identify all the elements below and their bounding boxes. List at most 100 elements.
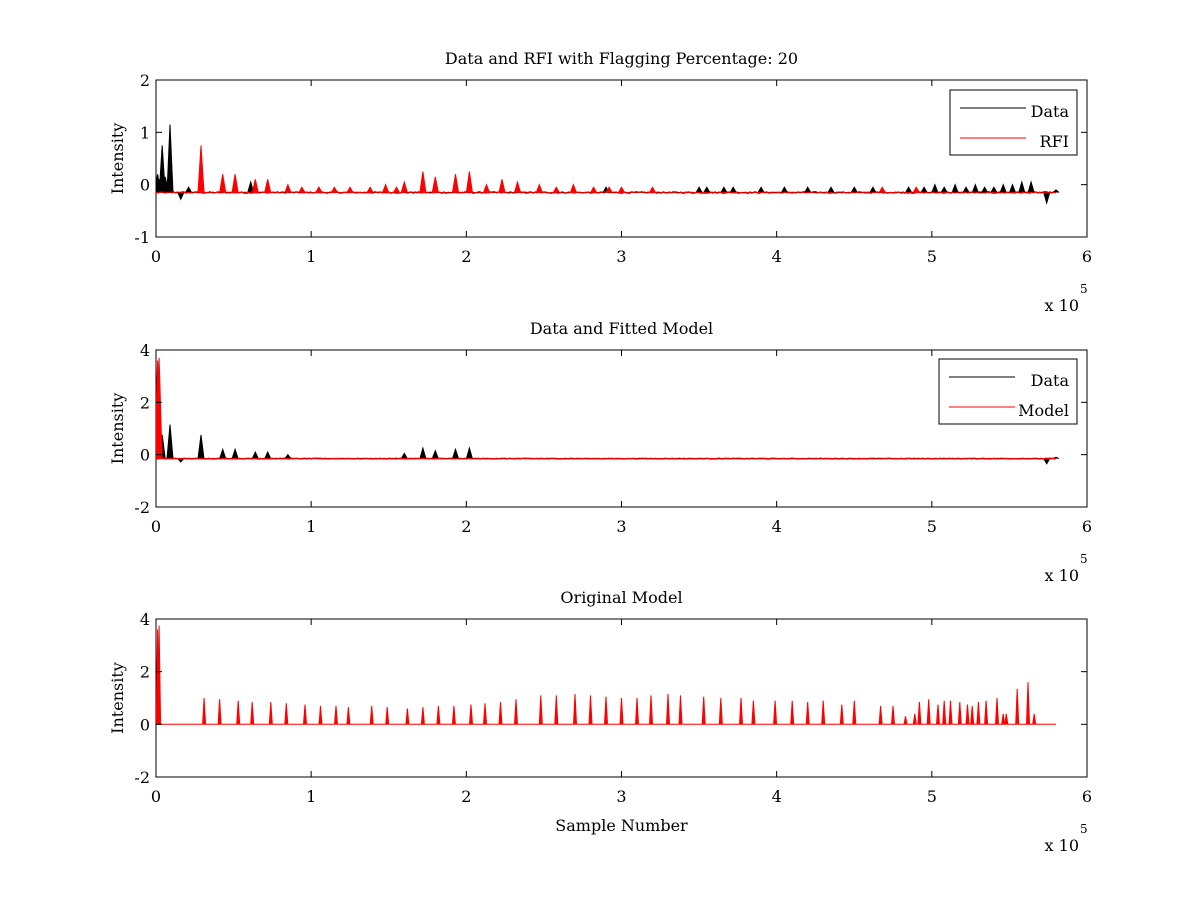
data-spike <box>891 705 895 725</box>
data-spike <box>804 186 812 193</box>
data-spike <box>718 697 723 725</box>
data-spike <box>177 458 185 463</box>
data-spike <box>251 450 259 459</box>
data-spike <box>1018 180 1026 193</box>
plot-area <box>156 124 1060 205</box>
data-spike <box>604 696 608 725</box>
legend: Data RFI <box>949 89 1078 156</box>
data-spike <box>465 171 473 193</box>
data-spike <box>1043 458 1051 465</box>
y-tick-label: 2 <box>140 393 150 412</box>
data-spike <box>436 705 441 725</box>
data-spike <box>990 186 998 193</box>
data-spike <box>805 701 810 725</box>
data-spike <box>971 183 979 193</box>
legend-label: RFI <box>1040 132 1069 151</box>
data-spike <box>619 697 624 725</box>
data-spike <box>757 186 765 193</box>
x-tick-label: 1 <box>306 247 316 266</box>
data-spike <box>588 695 593 725</box>
x-tick-label: 6 <box>1082 247 1092 266</box>
data-spike <box>720 186 728 193</box>
x-tick-label: 2 <box>461 787 471 806</box>
data-spike <box>431 176 439 193</box>
data-spike <box>202 697 207 725</box>
y-tick-label: -2 <box>134 768 150 787</box>
plot-area <box>156 357 1060 465</box>
x-tick-label: 2 <box>461 247 471 266</box>
x-exponent: 5 <box>1080 552 1088 566</box>
data-spike <box>298 186 306 193</box>
data-spike <box>1004 713 1009 725</box>
data-spike <box>751 700 756 725</box>
data-spike <box>821 700 826 725</box>
data-spike <box>284 703 289 725</box>
data-spike <box>431 449 439 459</box>
data-spike <box>590 186 598 193</box>
data-spike <box>452 174 459 193</box>
chart-title: Original Model <box>560 588 682 607</box>
data-spike <box>156 357 163 459</box>
legend-box <box>949 89 1078 156</box>
data-spike <box>334 705 338 725</box>
data-spike <box>157 625 162 725</box>
data-spike <box>729 186 737 193</box>
data-spike <box>420 707 425 725</box>
y-tick-label: 2 <box>140 71 150 90</box>
data-spike <box>878 186 886 193</box>
y-tick-label: 0 <box>140 715 150 734</box>
data-spike <box>514 699 518 725</box>
data-spike <box>514 180 521 193</box>
series-baseline <box>156 457 1057 460</box>
series-model <box>156 357 1057 460</box>
data-spike <box>268 701 273 725</box>
y-axis-label: Intensity <box>108 393 127 465</box>
data-spike <box>554 695 559 725</box>
data-spike <box>739 697 743 725</box>
data-spike <box>569 183 577 193</box>
data-spike <box>912 713 917 725</box>
data-spike <box>827 186 835 193</box>
data-spike <box>552 186 560 193</box>
data-spike <box>903 716 908 725</box>
x-exponent-label: x 10 <box>1045 836 1079 855</box>
data-spike <box>465 446 473 459</box>
data-spike <box>773 700 778 725</box>
data-spike <box>618 186 625 193</box>
data-spike <box>780 186 788 193</box>
data-spike <box>995 697 999 725</box>
data-spike <box>1043 192 1051 205</box>
data-spike <box>284 453 292 459</box>
data-spike <box>318 705 323 725</box>
data-spike <box>984 700 989 725</box>
data-spike <box>166 124 174 193</box>
data-spike <box>917 701 922 725</box>
x-tick-label: 6 <box>1082 787 1092 806</box>
y-tick-label: 2 <box>140 663 150 682</box>
x-tick-label: 5 <box>927 247 937 266</box>
data-spike <box>1009 183 1016 193</box>
data-spike <box>573 693 577 725</box>
data-spike <box>264 179 272 193</box>
data-spike <box>197 434 205 459</box>
data-spike <box>538 695 543 725</box>
x-exponent-label: x 10 <box>1045 296 1079 315</box>
data-spike <box>231 447 239 459</box>
data-spike <box>177 192 185 201</box>
plot-area <box>156 625 1056 725</box>
legend-label: Data <box>1031 102 1070 121</box>
data-spike <box>962 186 970 193</box>
data-spike <box>400 180 408 193</box>
y-tick-label: 0 <box>140 446 150 465</box>
data-spike <box>912 186 920 193</box>
x-exponent: 5 <box>1080 282 1088 296</box>
x-tick-label: 3 <box>616 517 626 536</box>
data-spike <box>303 704 307 725</box>
data-spike <box>970 705 975 725</box>
data-spike <box>965 704 970 725</box>
data-spike <box>217 699 222 725</box>
data-spike <box>957 701 962 725</box>
legend-box <box>938 358 1078 425</box>
